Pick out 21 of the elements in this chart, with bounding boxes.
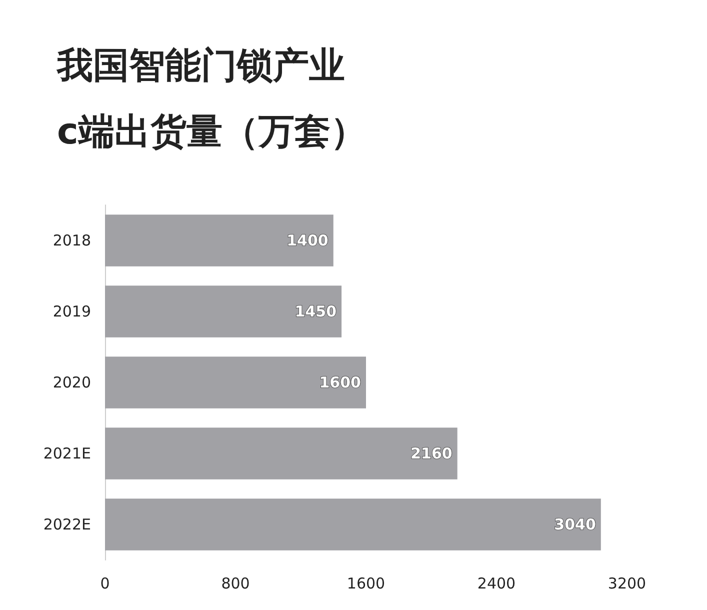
data-label: 1450: [294, 302, 337, 320]
bar: [105, 498, 601, 550]
bar: [105, 214, 334, 266]
x-tick-label: 3200: [608, 574, 646, 592]
x-tick-label: 800: [221, 574, 250, 592]
y-tick-label: 2020: [52, 374, 91, 392]
x-tick-label: 2400: [477, 574, 516, 592]
y-tick-label: 2018: [52, 232, 91, 250]
data-label: 1600: [319, 374, 361, 392]
data-label: 3040: [554, 516, 596, 534]
chart-title: 我国智能门锁产业 c端出货量（万套）: [56, 46, 366, 152]
bar: [105, 428, 458, 480]
y-tick-label: 2022E: [43, 516, 91, 534]
y-tick-label: 2019: [52, 302, 91, 320]
x-tick-label: 1600: [346, 574, 386, 592]
data-label: 1400: [286, 232, 328, 250]
bar: [105, 286, 342, 338]
bar: [105, 356, 366, 408]
x-tick-label: 0: [100, 574, 110, 592]
data-label: 2160: [410, 444, 452, 462]
y-tick-label: 2021E: [43, 444, 91, 462]
